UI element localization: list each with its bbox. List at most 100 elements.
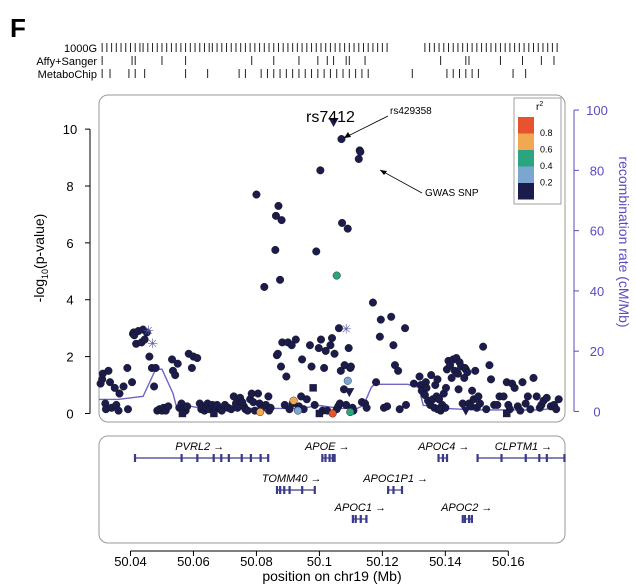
snp-point	[369, 299, 377, 307]
gene-exon	[387, 486, 389, 494]
snp-point-square	[436, 406, 443, 413]
snp-point	[116, 390, 124, 398]
gene-exon	[220, 454, 222, 462]
annotations: rs7412 rs429358 GWAS SNP	[306, 106, 479, 199]
snp-point	[150, 383, 158, 391]
snp-point	[128, 378, 136, 386]
snp-point	[527, 405, 535, 413]
gene-exon	[314, 486, 316, 494]
gene-exon	[334, 454, 336, 462]
snp-point	[253, 191, 261, 199]
gene-label: APOC4 →	[417, 441, 469, 453]
legend-label: 0.2	[540, 178, 553, 188]
legend-swatch	[518, 134, 534, 151]
gene-exon	[324, 454, 326, 462]
snp-point	[468, 387, 476, 395]
snp-point	[555, 395, 563, 403]
snp-point	[115, 407, 123, 415]
snp-point	[372, 378, 380, 386]
snp-point	[327, 341, 335, 349]
gene-exon	[437, 454, 439, 462]
snp-point	[357, 148, 365, 156]
gene-exon	[500, 454, 502, 462]
gene-label: APOE →	[304, 441, 350, 453]
snp-point	[363, 404, 371, 412]
snp-point	[328, 334, 336, 342]
x-tick-label: 50.06	[177, 554, 210, 569]
snp-point	[423, 384, 431, 392]
snp-point	[346, 408, 354, 416]
plot-frame	[99, 95, 565, 422]
gene-exon	[276, 486, 278, 494]
legend-swatch	[518, 183, 534, 200]
y-label-tail: (p-value)	[31, 214, 47, 269]
y-label-sub: 10	[40, 269, 50, 279]
snp-point	[345, 344, 353, 352]
x-tick-label: 50.16	[492, 554, 525, 569]
snp-point	[254, 390, 262, 398]
snp-point	[265, 393, 273, 401]
snp-point	[338, 135, 346, 143]
snp-point	[298, 356, 306, 364]
snp-point	[317, 167, 325, 175]
y2-tick-label: 60	[590, 224, 604, 239]
snp-point	[390, 341, 398, 349]
snp-point	[494, 401, 502, 409]
track-label-1000g: 1000G	[64, 43, 97, 55]
snp-point	[475, 393, 483, 401]
snp-point-star: ✳	[341, 322, 352, 337]
snp-point	[333, 272, 341, 280]
gene-exon	[392, 486, 394, 494]
snp-point	[500, 393, 508, 401]
gene-exon	[279, 486, 281, 494]
annotation-rs429358: rs429358	[390, 106, 432, 117]
gene-label: CLPTM1 →	[495, 441, 552, 453]
gene-label: PVRL2 →	[175, 441, 224, 453]
gene-exon	[301, 486, 303, 494]
gene-exon	[471, 515, 473, 523]
y-tick-label: 4	[66, 293, 73, 308]
gene-exon	[228, 454, 230, 462]
y-tick-label: 2	[66, 350, 73, 365]
legend-label: 0.6	[540, 145, 553, 155]
legend-title-sup: 2	[539, 101, 543, 108]
legend-swatch	[518, 117, 534, 134]
gene-label: TOMM40 →	[262, 473, 322, 485]
snp-point	[442, 384, 450, 392]
x-tick-label: 50.1	[307, 554, 332, 569]
gene-exon	[538, 454, 540, 462]
snp-point	[394, 367, 402, 375]
x-tick-label: 50.04	[114, 554, 147, 569]
snp-point	[376, 333, 384, 341]
gene-exon	[446, 454, 448, 462]
gene-exon	[180, 454, 182, 462]
y-axis-label: -log10(p-value)	[31, 214, 50, 303]
snp-point	[275, 202, 283, 210]
snp-point-square	[503, 410, 510, 417]
y-tick-label: 6	[66, 236, 73, 251]
gene-exon	[134, 454, 136, 462]
legend-swatch	[518, 167, 534, 184]
snp-point	[410, 380, 418, 388]
snp-point	[276, 276, 284, 284]
snp-point-triangle	[461, 407, 471, 416]
gene-exon	[288, 486, 290, 494]
snp-point	[267, 404, 275, 412]
snp-point	[261, 283, 269, 291]
legend-label: 0.8	[540, 128, 553, 138]
snp-point	[306, 341, 314, 349]
x-tick-label: 50.14	[429, 554, 462, 569]
gene-label: APOC2 →	[440, 502, 492, 514]
snp-point-square	[210, 410, 217, 417]
gene-exon	[442, 454, 444, 462]
snp-point	[344, 377, 352, 385]
gene-exon	[468, 515, 470, 523]
snp-point	[164, 403, 172, 411]
snp-point	[171, 371, 179, 379]
association-panel: ✳✳✳ 0246810 020406080100 -log10(p-value)…	[31, 95, 632, 422]
y-tick-label: 10	[63, 122, 77, 137]
snp-point	[331, 350, 339, 358]
x-tick-label: 50.08	[240, 554, 273, 569]
track-label-metabochip: MetaboChip	[38, 69, 97, 81]
y-label-main: -log	[31, 279, 47, 302]
